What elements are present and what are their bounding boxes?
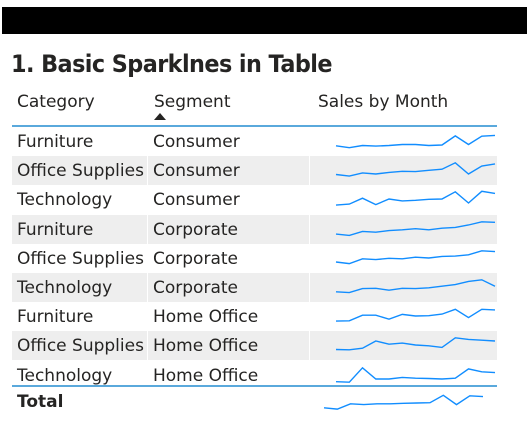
- segment-cell: Corporate: [153, 278, 238, 298]
- column-separator: [309, 127, 310, 156]
- table-row[interactable]: Office Supplies Home Office: [12, 331, 497, 361]
- category-cell: Furniture: [17, 307, 94, 328]
- sales-by-month-cell: [323, 302, 497, 335]
- table-row[interactable]: Technology Consumer: [12, 185, 497, 215]
- sales-sparkline: [335, 249, 496, 265]
- sparkline-path: [335, 366, 496, 383]
- category-cell: Technology: [17, 190, 113, 211]
- header-segment[interactable]: Segment: [154, 92, 231, 112]
- category-cell: Office Supplies: [17, 248, 144, 269]
- table-row[interactable]: Office Supplies Corporate: [12, 243, 497, 273]
- segment-cell: Consumer: [153, 161, 240, 182]
- column-separator: [147, 127, 148, 156]
- total-sparkline: [311, 389, 485, 422]
- visual-title: 1. Basic Sparklnes in Table: [11, 50, 332, 78]
- sparkline-path: [335, 220, 496, 236]
- header-category[interactable]: Category: [17, 92, 95, 112]
- table-row[interactable]: Technology Home Office: [12, 360, 497, 390]
- column-separator: [309, 156, 310, 186]
- sales-by-month-cell: [323, 215, 497, 248]
- segment-cell: Consumer: [153, 132, 240, 152]
- sales-by-month-cell: [323, 331, 497, 364]
- sales-sparkline: [335, 134, 496, 149]
- sales-by-month-cell: [323, 156, 497, 189]
- sparkline-path: [335, 308, 496, 322]
- category-cell: Technology: [17, 278, 113, 298]
- category-cell: Furniture: [17, 219, 94, 240]
- column-separator: [147, 156, 148, 186]
- sales-by-month-cell: [323, 273, 497, 306]
- sales-sparkline: [335, 366, 496, 383]
- sales-by-month-cell: [323, 244, 497, 277]
- sales-by-month-cell: [323, 185, 497, 218]
- sales-sparkline: [323, 394, 484, 410]
- sales-sparkline: [335, 162, 496, 177]
- segment-cell: Home Office: [153, 336, 259, 357]
- column-separator: [147, 273, 148, 302]
- total-divider: [12, 385, 497, 387]
- sparkline-path: [323, 394, 484, 410]
- segment-cell: Consumer: [153, 190, 240, 211]
- sales-sparkline: [335, 337, 496, 351]
- category-cell: Technology: [17, 365, 113, 386]
- column-separator: [147, 302, 148, 332]
- column-separator: [147, 185, 148, 215]
- column-separator: [309, 331, 310, 361]
- column-separator: [309, 214, 310, 244]
- sales-sparkline: [335, 190, 496, 207]
- sparkline-path: [335, 337, 496, 351]
- header-sales-by-month[interactable]: Sales by Month: [318, 92, 449, 112]
- table-row[interactable]: Furniture Consumer: [12, 127, 497, 156]
- category-cell: Furniture: [17, 132, 94, 152]
- column-separator: [147, 331, 148, 361]
- column-separator: [309, 243, 310, 273]
- segment-cell: Corporate: [153, 248, 238, 269]
- segment-cell: Home Office: [153, 365, 259, 386]
- table-row[interactable]: Furniture Corporate: [12, 214, 497, 244]
- column-separator: [309, 302, 310, 332]
- table-row[interactable]: Technology Corporate: [12, 273, 497, 302]
- segment-cell: Corporate: [153, 219, 238, 240]
- sort-ascending-icon[interactable]: [154, 113, 166, 120]
- column-separator: [147, 214, 148, 244]
- header-divider: [12, 125, 497, 127]
- table-row[interactable]: Office Supplies Consumer: [12, 156, 497, 186]
- column-separator: [147, 360, 148, 390]
- table-row[interactable]: Furniture Home Office: [12, 302, 497, 332]
- sales-sparkline: [335, 220, 496, 236]
- column-separator: [147, 243, 148, 273]
- sparkline-path: [335, 190, 496, 207]
- column-separator: [309, 185, 310, 215]
- total-label: Total: [17, 392, 64, 412]
- sales-sparkline: [335, 308, 496, 322]
- sparkline-path: [335, 134, 496, 149]
- sales-by-month-cell: [323, 127, 497, 160]
- column-separator: [309, 273, 310, 302]
- sales-sparkline: [335, 279, 496, 294]
- category-cell: Office Supplies: [17, 161, 144, 182]
- category-cell: Office Supplies: [17, 336, 144, 357]
- sparkline-path: [335, 249, 496, 265]
- sparkline-path: [335, 279, 496, 294]
- column-separator: [309, 360, 310, 390]
- top-bar: [2, 7, 527, 34]
- segment-cell: Home Office: [153, 307, 259, 328]
- sales-by-month-cell: [323, 361, 497, 394]
- sparkline-path: [335, 162, 496, 177]
